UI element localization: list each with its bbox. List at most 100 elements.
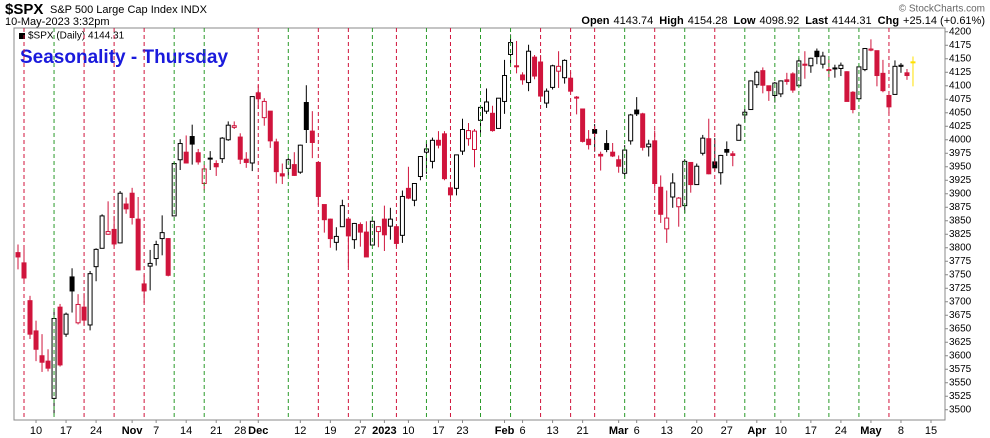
candle-body: [910, 61, 916, 64]
candle-body: [153, 244, 159, 260]
candle-body: [838, 64, 844, 69]
candle-body: [147, 262, 153, 267]
candle-body: [634, 109, 640, 115]
y-tick-label: 4200: [949, 26, 972, 37]
y-tick-label: 3575: [949, 364, 972, 375]
candle-body: [105, 231, 111, 235]
candle-body: [465, 130, 471, 140]
candle-body: [387, 218, 393, 227]
x-tick-label: 7: [153, 425, 159, 437]
candle-body: [646, 143, 652, 148]
candle-body: [63, 313, 69, 335]
candle-body: [790, 73, 796, 91]
candle-body: [81, 306, 87, 321]
candle-body: [57, 306, 63, 366]
x-tick-label: 28: [234, 425, 246, 437]
candle-body: [207, 157, 213, 160]
candle-body: [892, 65, 898, 95]
candle-body: [111, 228, 117, 245]
plot: [15, 34, 916, 415]
candle-body: [544, 90, 550, 104]
candle-body: [381, 218, 387, 236]
candle-body: [694, 165, 700, 186]
x-tick-label: 8: [898, 425, 904, 437]
y-tick-label: 3925: [949, 175, 972, 186]
x-tick-label: 15: [925, 425, 937, 437]
candle-body: [808, 57, 814, 67]
y-tick-label: 3500: [949, 404, 972, 415]
candle-body: [435, 139, 441, 146]
candle-body: [303, 102, 309, 131]
quote-label: High: [659, 15, 684, 27]
x-tick-label: 17: [805, 425, 817, 437]
candle-body: [39, 355, 45, 363]
y-tick-label: 3950: [949, 161, 972, 172]
candle-body: [874, 50, 880, 77]
candle-body: [237, 136, 243, 160]
candle-body: [778, 80, 784, 95]
legend: $SPX (Daily) 4144.31: [28, 31, 125, 42]
quote-label: Open: [581, 15, 609, 27]
y-tick-label: 3775: [949, 256, 972, 267]
candle-body: [273, 141, 279, 173]
watermark: © StockCharts.com: [899, 4, 985, 15]
candle-body: [441, 133, 447, 180]
y-tick-label: 3800: [949, 242, 972, 253]
candle-body: [453, 154, 459, 189]
x-tick-label: 6: [519, 425, 525, 437]
candle-body: [69, 276, 75, 292]
quote-value: +25.14 (+0.61%): [903, 15, 985, 27]
candle-body: [550, 65, 556, 88]
candle-body: [135, 218, 141, 271]
x-tick-label: Mar: [609, 425, 629, 437]
symbol-name: S&P 500 Large Cap Index INDX: [50, 4, 208, 16]
candle-body: [802, 63, 808, 66]
x-tick-label: 13: [546, 425, 558, 437]
candle-body: [291, 164, 297, 176]
x-tick-label: 6: [634, 425, 640, 437]
candle-body: [556, 65, 562, 72]
candle-body: [586, 138, 592, 146]
candle-body: [736, 124, 742, 141]
candle-body: [75, 303, 81, 324]
candle-body: [267, 110, 273, 142]
x-tick-label: 12: [294, 425, 306, 437]
candle-body: [123, 203, 129, 210]
y-tick-label: 4175: [949, 40, 972, 51]
x-tick-label: 21: [576, 425, 588, 437]
candle-body: [405, 187, 411, 199]
candle-body: [832, 67, 838, 70]
y-tick-label: 3675: [949, 310, 972, 321]
y-tick-label: 3750: [949, 269, 972, 280]
y-tick-label: 4125: [949, 67, 972, 78]
x-tick-label: May: [860, 425, 882, 437]
y-tick-label: 3725: [949, 283, 972, 294]
candle-body: [844, 71, 850, 102]
x-tick-label: 2023: [372, 425, 396, 437]
candle-body: [183, 151, 189, 164]
candle-body: [676, 197, 682, 208]
candle-body: [526, 50, 532, 84]
x-tick-label: 24: [835, 425, 847, 437]
candle-body: [351, 222, 357, 241]
candle-body: [868, 48, 874, 51]
candle-body: [772, 82, 778, 96]
candle-body: [532, 56, 538, 77]
candle-body: [261, 100, 267, 119]
candle-body: [411, 183, 417, 201]
candle-body: [363, 231, 369, 258]
candle-body: [339, 205, 345, 228]
candle-body: [688, 161, 694, 186]
quote-label: Last: [805, 15, 828, 27]
candle-body: [706, 138, 712, 175]
y-tick-label: 3650: [949, 323, 972, 334]
candle-body: [496, 97, 502, 129]
candle-body: [574, 96, 580, 99]
candle-body: [93, 248, 99, 268]
candle-body: [297, 144, 303, 173]
candle-body: [880, 72, 886, 92]
candle-body: [87, 273, 93, 326]
candle-body: [189, 136, 195, 145]
